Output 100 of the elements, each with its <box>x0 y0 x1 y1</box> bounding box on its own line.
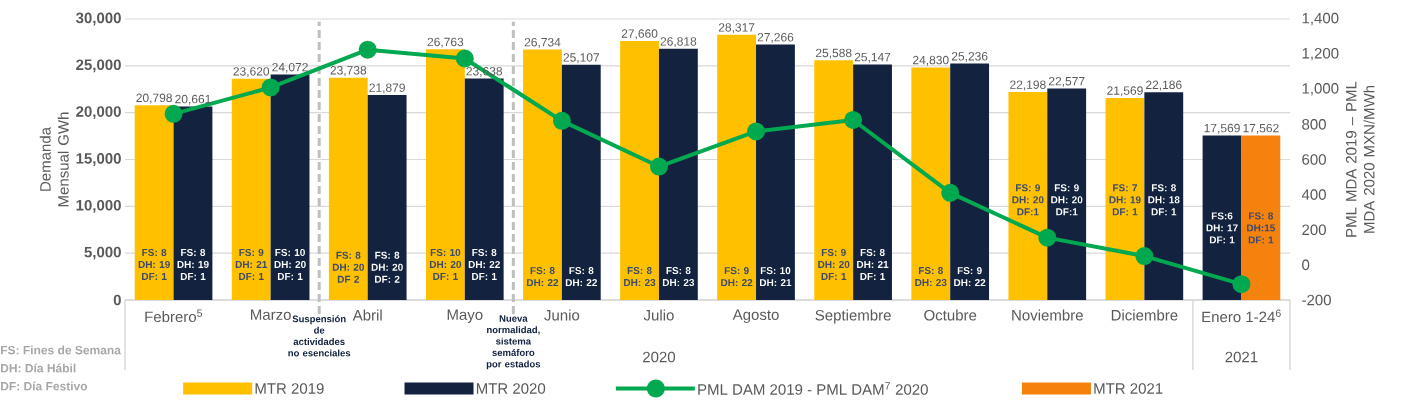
y2-tick-label: 600 <box>1302 154 1326 165</box>
bar <box>561 64 601 300</box>
legend-label: PML DAM 2019 - PML DAM$^{7}$ 2020 <box>698 382 928 395</box>
bar <box>1008 92 1048 300</box>
bar <box>173 106 213 300</box>
annotation: FS: 8 DH: 22 <box>527 267 559 287</box>
data-label: 25,147 <box>854 52 891 63</box>
data-label: 20,661 <box>175 94 211 105</box>
y2-tick-label: 1,000 <box>1302 83 1339 96</box>
bar <box>814 60 854 300</box>
data-label: 24,830 <box>913 55 949 66</box>
bar <box>658 48 698 300</box>
legend-label: MTR 2021 <box>1094 383 1163 394</box>
x-tick-label: Mayo <box>447 309 483 323</box>
bar <box>328 77 368 300</box>
annotation: FS: 8 DH: 19 DF: 1 <box>138 248 170 280</box>
point <box>1135 247 1154 266</box>
x-tick-label: Abril <box>352 309 382 321</box>
y2-tick-label: 800 <box>1302 119 1326 130</box>
data-label: 22,198 <box>1010 80 1046 91</box>
point <box>164 104 183 123</box>
data-label: 23,620 <box>233 67 270 78</box>
x-tick-label: Septiembre <box>815 309 891 324</box>
data-label: 25,588 <box>815 48 852 59</box>
data-label: 25,107 <box>563 53 600 64</box>
y-axis-title: Demanda Mensual GWh <box>39 112 69 207</box>
bar <box>911 67 951 300</box>
annotation: FS:6 DH: 17 DF: 1 <box>1206 212 1238 244</box>
y2-axis-title: PML MDA 2019 – PML MDA 2020 MXN/MWh <box>1345 81 1375 237</box>
data-label: 26,763 <box>427 37 464 48</box>
bar <box>464 78 504 300</box>
data-label: 23,738 <box>330 66 367 76</box>
bar <box>1144 92 1184 300</box>
bar <box>270 74 310 300</box>
data-label: 26,734 <box>524 37 561 48</box>
data-label: 17,569 <box>1204 123 1240 134</box>
data-label: 24,072 <box>272 62 308 73</box>
annotation: FS: 9 DH: 22 <box>721 267 753 287</box>
point <box>1038 228 1057 247</box>
annotation: FS: 9 DH: 22 <box>954 267 986 287</box>
y-tick-label: 15,000 <box>76 153 121 166</box>
annotation: FS: 10 DH: 20 DF: 1 <box>274 248 306 280</box>
legend-label: MTR 2020 <box>476 383 546 394</box>
y-tick-label: 30,000 <box>75 12 121 26</box>
bar <box>523 49 562 300</box>
point <box>261 78 280 97</box>
y2-tick-label: -200 <box>1302 294 1331 306</box>
annotation: FS: 8 DH:15 DF: 1 <box>1247 212 1276 244</box>
annotation: FS: 8 DH: 23 <box>624 267 656 287</box>
point <box>649 157 668 176</box>
bar <box>717 34 757 300</box>
annotation: FS: 8 DH: 23 <box>662 267 695 287</box>
annotation: FS: 10 DH: 20 DF: 1 <box>429 248 462 280</box>
annotation: FS: 8 DH: 21 DF: 1 <box>857 248 889 280</box>
bar <box>134 105 174 300</box>
text: DH: Día Hábil <box>1 363 76 373</box>
y-tick-label: 0 <box>113 294 121 306</box>
annotation: FS: 8 DH: 18 DF: 1 <box>1148 184 1180 216</box>
y-tick-label: 20,000 <box>76 106 121 120</box>
x-tick-label: Julio <box>643 309 674 321</box>
data-label: 22,186 <box>1146 80 1182 91</box>
data-label: 20,798 <box>136 93 172 104</box>
data-label: 27,266 <box>757 32 794 43</box>
x-tick-label: Noviembre <box>1012 309 1083 321</box>
data-label: 26,818 <box>660 37 697 48</box>
y2-tick-label: 1,200 <box>1302 47 1339 61</box>
text: Nueva normalidad, sistema semáforo por estados <box>486 315 541 370</box>
x-tick-label: Febrero$^{5}$ <box>145 309 203 323</box>
bar <box>1105 97 1145 300</box>
y2-tick-label: 1,400 <box>1302 12 1339 26</box>
point <box>844 110 863 129</box>
point <box>941 183 960 202</box>
text: 2020 <box>643 351 676 363</box>
x-tick-label: Marzo <box>251 309 291 320</box>
data-label: 28,317 <box>718 23 755 34</box>
bar <box>231 78 271 300</box>
bar <box>1047 88 1087 300</box>
x-tick-label: Diciembre <box>1111 309 1178 321</box>
annotation: FS: 7 DH: 19 DF: 1 <box>1109 184 1141 216</box>
y-tick-label: 10,000 <box>76 199 121 213</box>
y2-tick-label: 400 <box>1301 189 1326 200</box>
text: 2021 <box>1225 351 1258 363</box>
annotation: FS: 8 DH: 20 DF 2 <box>332 251 365 283</box>
x-tick-label: Enero 1-24$^{6}$ <box>1202 309 1281 323</box>
legend-label: MTR 2019 <box>255 383 324 394</box>
y2-tick-label: 200 <box>1302 224 1326 236</box>
data-label: 22,577 <box>1048 76 1085 87</box>
annotation: FS: 9 DH: 20 DF:1 <box>1051 184 1083 216</box>
annotation: FS: 9 DH: 21 DF: 1 <box>235 248 268 280</box>
bar <box>756 44 795 300</box>
annotation: FS: 8 DH: 22 DF: 1 <box>468 248 500 280</box>
y-tick-label: 5,000 <box>84 246 121 260</box>
bar <box>1241 135 1281 300</box>
text: FS: Fines de Semana <box>1 345 121 355</box>
annotation: FS: 9 DH: 20 DF: 1 <box>818 248 850 280</box>
annotation: FS: 8 DH: 20 DF: 2 <box>371 251 403 283</box>
annotation: FS: 8 DH: 22 <box>565 267 597 287</box>
annotation: FS: 9 DH: 20 DF:1 <box>1012 184 1044 216</box>
bar <box>367 95 407 300</box>
point <box>358 40 377 59</box>
